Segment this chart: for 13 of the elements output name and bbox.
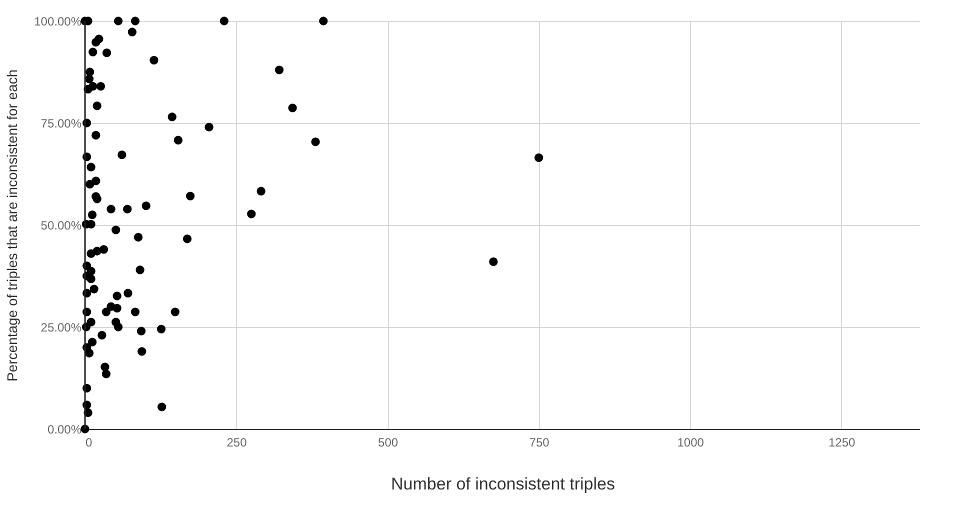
x-tick-label: 750 xyxy=(529,436,550,450)
y-tick-label: 100.00% xyxy=(34,14,82,28)
x-tick-label: 500 xyxy=(378,436,398,450)
y-tick-label: 50.00% xyxy=(40,218,82,232)
x-tick-label: 250 xyxy=(226,436,248,450)
y-axis-title: Percentage of triples that are inconsistent for each xyxy=(4,69,20,382)
y-tick-label: 25.00% xyxy=(40,320,82,334)
x-tick-label: 1000 xyxy=(677,436,704,450)
x-tick-label: 0 xyxy=(86,436,92,450)
x-tick-label: 1250 xyxy=(828,436,856,450)
y-tick-label: 75.00% xyxy=(40,116,82,130)
x-axis-title: Number of inconsistent triples xyxy=(391,474,615,494)
y-tick-label: 0.00% xyxy=(47,422,82,436)
